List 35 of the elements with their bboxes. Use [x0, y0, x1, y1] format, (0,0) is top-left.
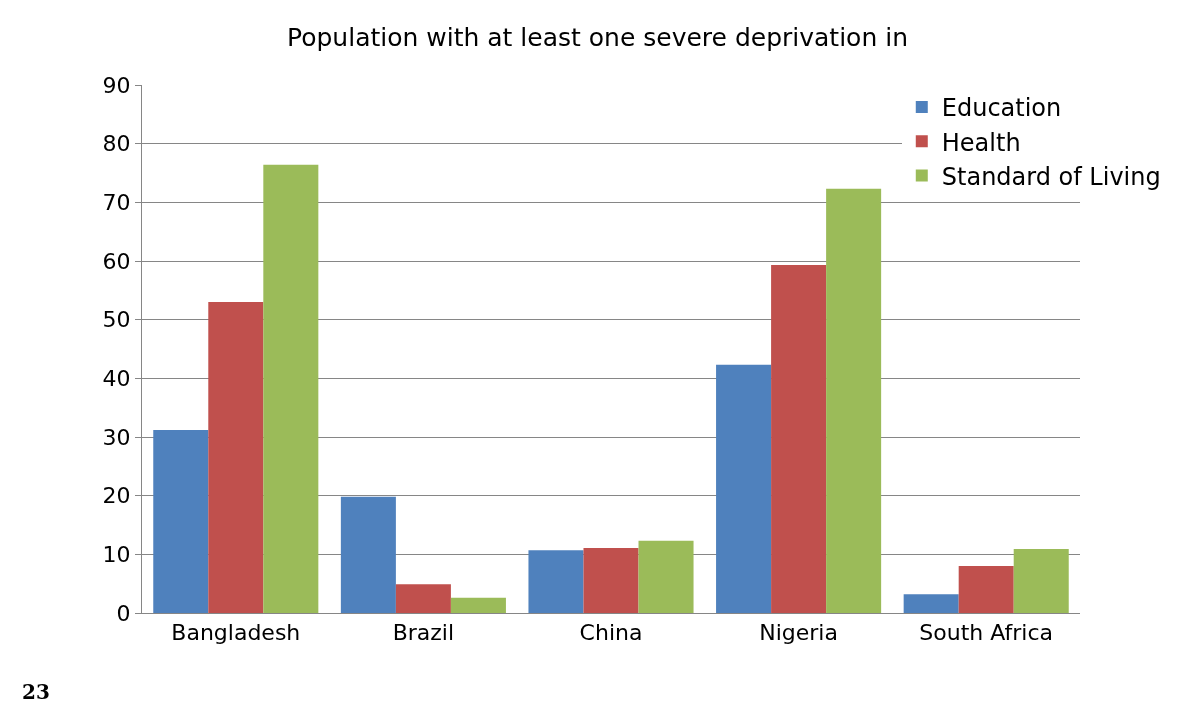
legend-label: Health [941, 128, 1021, 157]
y-tick-label: 20 [102, 483, 131, 509]
y-tick-label: 10 [102, 542, 131, 568]
bar [903, 594, 959, 613]
y-tick-label: 40 [102, 366, 131, 392]
bar [263, 164, 319, 613]
y-tick-label: 0 [116, 600, 131, 626]
bar [638, 540, 694, 613]
y-tick-label: 60 [102, 248, 131, 274]
bar [340, 496, 396, 613]
text: 23 [22, 680, 50, 702]
bar [716, 364, 772, 613]
chart-title: Population with at least one severe deprivation in [287, 22, 908, 52]
bar [826, 188, 882, 613]
x-tick-label: China [579, 620, 643, 646]
x-tick-label: South Africa [919, 620, 1054, 646]
x-tick-label: Brazil [392, 620, 455, 646]
x-tick-label: Bangladesh [171, 620, 301, 646]
bar [153, 429, 209, 613]
legend-label: Education [941, 94, 1062, 123]
bar [771, 265, 827, 613]
bar [208, 302, 264, 613]
x-tick-label: Nigeria [759, 620, 838, 646]
legend-label: Standard of Living [941, 162, 1161, 191]
bar [395, 584, 451, 613]
y-tick-label: 80 [102, 131, 131, 157]
y-tick-label: 30 [102, 424, 131, 450]
y-tick-label: 70 [102, 190, 131, 216]
bar [450, 597, 506, 613]
bar [958, 566, 1014, 613]
y-tick-label: 90 [102, 72, 131, 98]
bar [1013, 549, 1069, 613]
bar [583, 547, 639, 613]
bar [528, 550, 584, 613]
y-tick-label: 50 [102, 307, 131, 333]
